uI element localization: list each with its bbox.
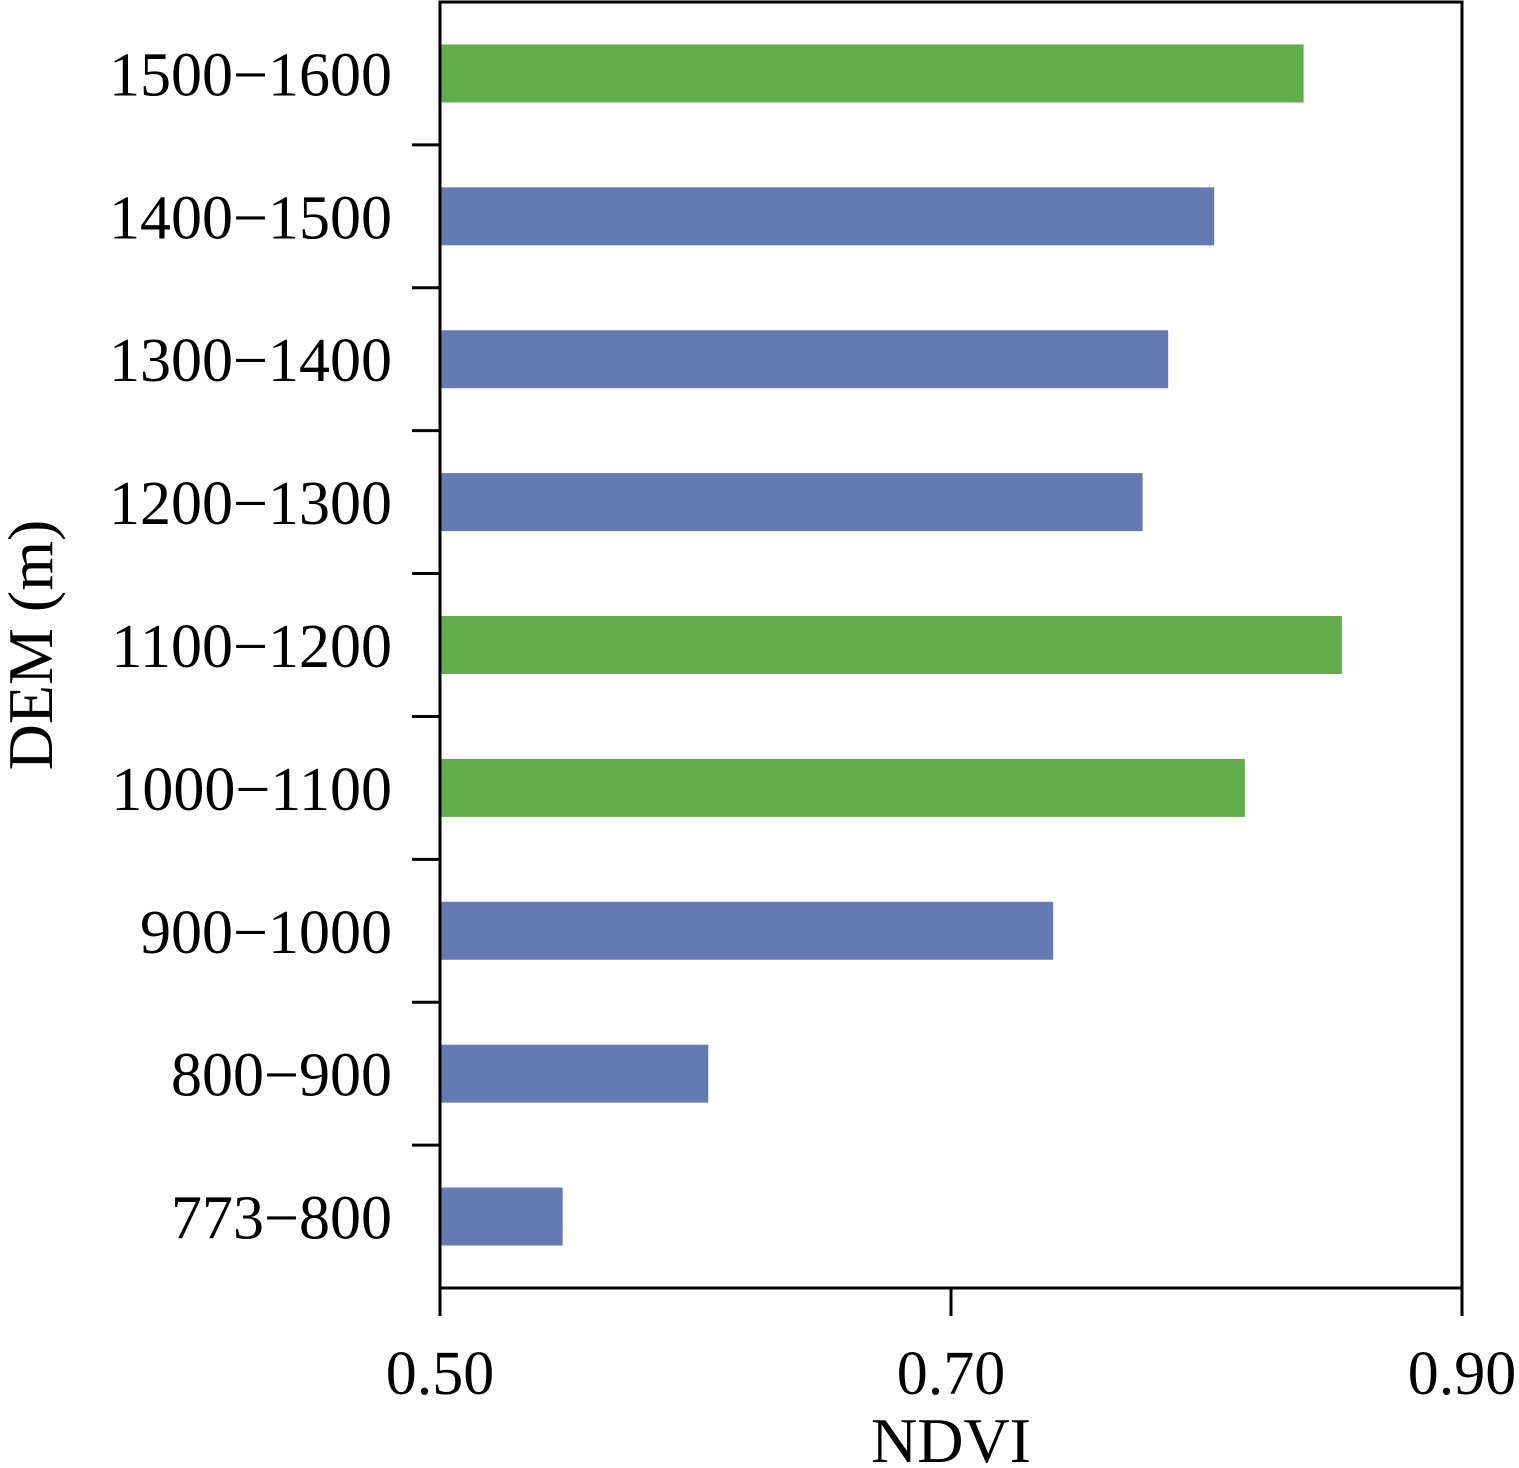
- x-tick-label: 0.70: [897, 1340, 1006, 1408]
- y-tick-label: 800−900: [171, 1042, 392, 1110]
- bar: [440, 901, 1054, 960]
- y-tick-label: 773−800: [171, 1185, 392, 1253]
- x-axis-tick-labels: 0.50 0.70 0.90: [386, 1340, 1517, 1408]
- bar: [440, 1187, 563, 1246]
- bar: [440, 758, 1245, 817]
- y-tick-label: 1400−1500: [109, 184, 392, 252]
- y-tick-label: 1300−1400: [109, 327, 392, 395]
- bar: [440, 187, 1215, 246]
- x-axis-ticks: [438, 1288, 1464, 1316]
- bar: [440, 616, 1342, 674]
- y-tick-label: 1500−1600: [109, 41, 392, 109]
- bar: [440, 44, 1304, 103]
- bar: [440, 330, 1169, 389]
- x-tick-label: 0.50: [386, 1340, 495, 1408]
- plot-frame: [438, 0, 1464, 1290]
- y-tick-label: 1200−1300: [109, 470, 392, 538]
- bars-group: [440, 44, 1342, 1246]
- y-axis-tick-labels: 1500−1600 1400−1500 1300−1400 1200−1300 1100…: [109, 41, 392, 1252]
- x-tick-label: 0.90: [1408, 1340, 1517, 1408]
- y-tick-label: 900−1000: [140, 899, 392, 967]
- x-axis-title: NDVI: [871, 1405, 1031, 1468]
- bar: [440, 473, 1143, 532]
- y-axis-title: DEM (m): [0, 520, 66, 771]
- y-tick-label: 1100−1200: [111, 613, 392, 681]
- y-axis-ticks: [412, 143, 440, 1147]
- bar: [440, 1044, 709, 1103]
- y-tick-label: 1000−1100: [111, 756, 392, 824]
